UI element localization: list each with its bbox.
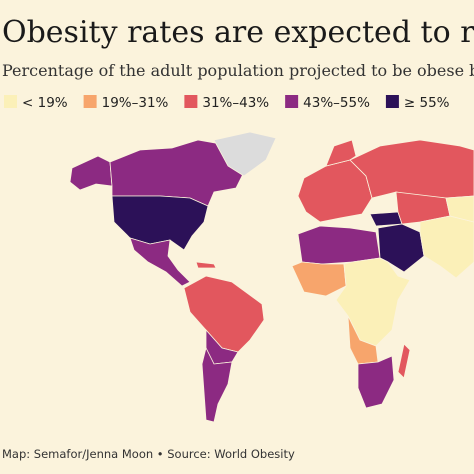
country-region [335, 257, 411, 347]
country-region [69, 155, 113, 191]
legend-swatch [285, 95, 299, 108]
legend-label: 43%–55% [303, 95, 370, 111]
legend: < 19% 19%–31% 31%–43% 43%–55% ≥ 55% [4, 95, 450, 111]
legend-swatch [4, 95, 17, 108]
country-region [195, 261, 217, 269]
title: Obesity rates are expected to rise [2, 15, 474, 50]
legend-label: 19%–31% [102, 95, 169, 111]
country-region [183, 275, 265, 353]
legend-swatch [184, 95, 198, 108]
country-region [111, 195, 209, 251]
country-region [297, 225, 381, 265]
legend-swatch [385, 95, 399, 108]
country-region [129, 237, 191, 287]
legend-label: 31%–43% [202, 95, 269, 111]
country-region [369, 211, 403, 227]
subtitle: Percentage of the adult population proje… [2, 61, 474, 80]
country-region [291, 261, 347, 297]
country-region [397, 343, 411, 379]
country-region [445, 195, 474, 223]
country-region [201, 346, 233, 423]
country-region [419, 215, 474, 279]
legend-swatch [83, 95, 97, 108]
source-note: Map: Semafor/Jenna Moon • Source: World … [2, 447, 295, 461]
country-region [325, 139, 357, 167]
legend-label: ≥ 55% [404, 95, 450, 111]
country-region [213, 131, 277, 177]
legend-label: < 19% [22, 95, 68, 111]
country-region [357, 355, 395, 409]
world-map [69, 131, 474, 423]
